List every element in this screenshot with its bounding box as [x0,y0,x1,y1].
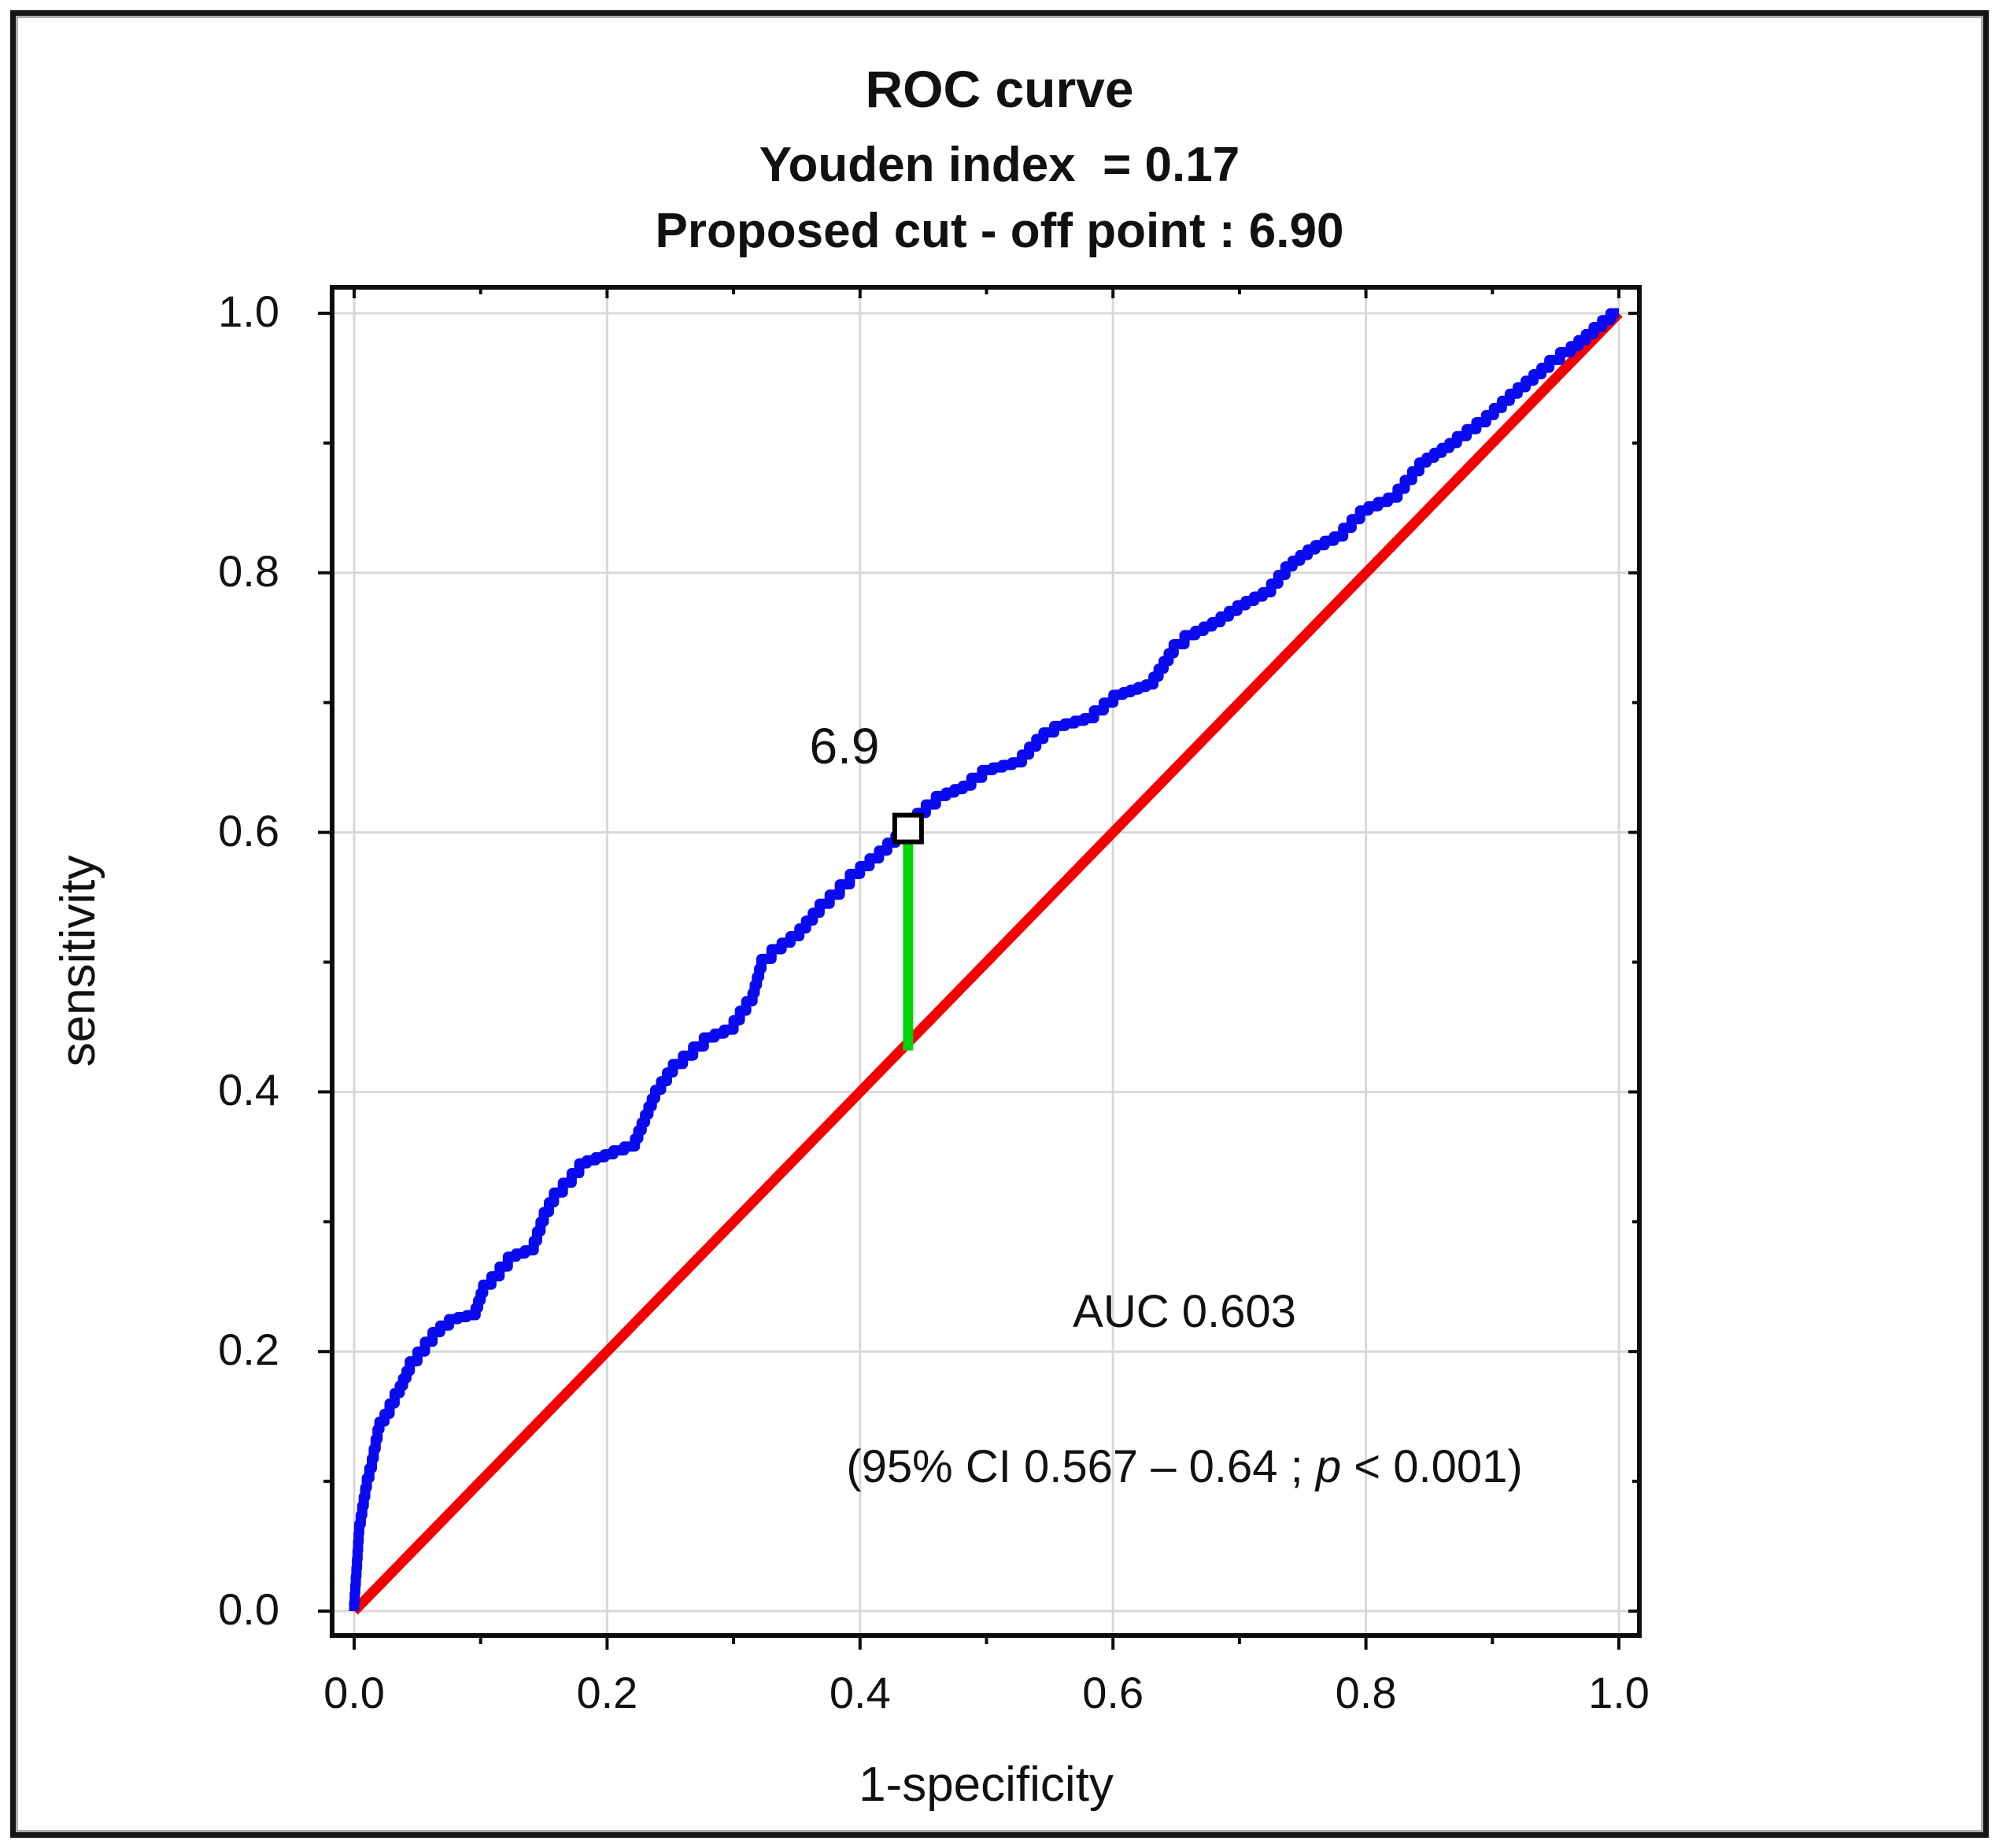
chart-subtitle-cutoff-point: Proposed cut - off point : 6.90 [655,204,1344,258]
x-tick-label: 0.2 [576,1668,638,1717]
confidence-interval-annotation: (95% CI 0.567 – 0.64 ; p < 0.001) [791,1440,1578,1494]
y-axis-title: sensitivity [51,855,105,1067]
x-axis-title: 1-specificity [859,1757,1114,1812]
reference-diagonal-line [350,309,1623,1615]
chart-title: ROC curve [865,60,1134,118]
x-tick-label: 0.8 [1335,1668,1397,1717]
auc-annotation: AUC 0.603 [1073,1286,1296,1337]
roc-curve [349,308,1619,1611]
x-tick-label: 0.0 [323,1668,385,1717]
x-tick-label: 1.0 [1588,1668,1650,1717]
ci-text-suffix: < 0.001) [1341,1441,1523,1492]
y-tick-label: 0.2 [218,1325,279,1375]
ci-p-symbol: p [1315,1441,1342,1492]
x-tick-label: 0.6 [1082,1668,1144,1717]
cutoff-value-label: 6.9 [809,718,880,774]
figure-border [10,10,1989,1838]
x-tick-label: 0.4 [829,1668,891,1717]
chart-subtitle-youden-index: Youden index = 0.17 [759,138,1240,192]
y-tick-label: 1.0 [218,286,279,336]
figure-inner-border [16,16,1983,1832]
y-tick-label: 0.4 [218,1065,279,1115]
y-tick-label: 0.8 [218,545,279,596]
ci-text-prefix: (95% CI 0.567 – 0.64 ; [846,1441,1316,1492]
y-tick-label: 0.0 [218,1584,279,1634]
y-tick-label: 0.6 [218,805,279,856]
cutoff-point-marker [892,812,924,845]
